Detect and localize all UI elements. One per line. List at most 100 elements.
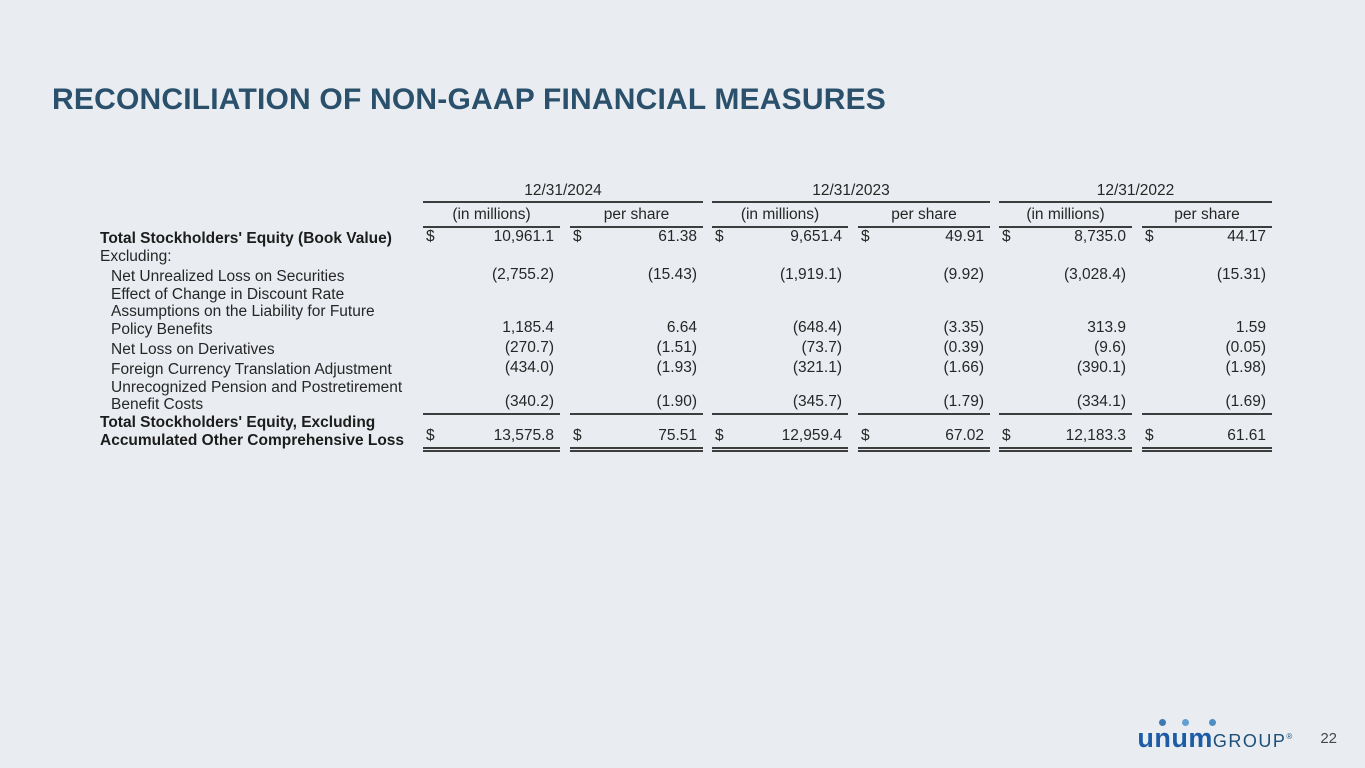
logo-dot-icon bbox=[1159, 719, 1167, 726]
value-text: 61.61 bbox=[1227, 426, 1266, 444]
currency-symbol: $ bbox=[1002, 228, 1011, 245]
value-cell: (9.6) bbox=[999, 339, 1132, 359]
value-text: 75.51 bbox=[658, 426, 697, 444]
value-text: (1.69) bbox=[1225, 392, 1267, 410]
row-label: Foreign Currency Translation Adjustment bbox=[111, 360, 392, 378]
column-gap bbox=[990, 286, 999, 339]
column-gap bbox=[703, 339, 712, 359]
column-header: (in millions) bbox=[423, 202, 560, 228]
value-text: (15.31) bbox=[1216, 265, 1266, 283]
value-cell: (73.7) bbox=[712, 339, 848, 359]
value-cell bbox=[1142, 248, 1272, 266]
value-text: (390.1) bbox=[1076, 358, 1126, 376]
row-label: Net Unrealized Loss on Securities bbox=[111, 268, 345, 285]
value-text: (73.7) bbox=[801, 338, 843, 356]
column-gap bbox=[990, 339, 999, 359]
slide-footer: unum GROUP ® 22 bbox=[1137, 719, 1337, 752]
value-cell: (15.43) bbox=[570, 266, 703, 286]
value-cell: $13,575.8 bbox=[423, 413, 560, 452]
value-cell: (345.7) bbox=[712, 378, 848, 415]
column-gap bbox=[703, 359, 712, 379]
column-gap bbox=[990, 227, 999, 248]
column-gap bbox=[560, 266, 570, 286]
value-cell: 6.64 bbox=[570, 286, 703, 339]
column-gap bbox=[703, 286, 712, 339]
currency-symbol: $ bbox=[573, 426, 582, 444]
column-gap bbox=[703, 379, 712, 414]
table-row: Effect of Change in Discount Rate Assump… bbox=[100, 286, 1272, 339]
value-text: 313.9 bbox=[1087, 318, 1126, 336]
date-header: 12/31/2022 bbox=[999, 182, 1272, 203]
column-gap bbox=[560, 339, 570, 359]
value-cell: (321.1) bbox=[712, 359, 848, 379]
row-label: Effect of Change in Discount Rate Assump… bbox=[111, 285, 375, 338]
value-cell: (15.31) bbox=[1142, 266, 1272, 286]
logo-dot-icon bbox=[1209, 719, 1217, 726]
currency-symbol: $ bbox=[715, 228, 724, 245]
value-cell: (1.93) bbox=[570, 359, 703, 379]
value-cell bbox=[858, 248, 990, 266]
table-row: Excluding: bbox=[100, 248, 1272, 266]
value-text: (15.43) bbox=[647, 265, 697, 283]
column-gap bbox=[990, 266, 999, 286]
value-cell: $75.51 bbox=[570, 413, 703, 452]
value-cell: $61.61 bbox=[1142, 413, 1272, 452]
value-text: 67.02 bbox=[945, 426, 984, 444]
value-cell: 313.9 bbox=[999, 286, 1132, 339]
column-gap bbox=[415, 266, 423, 286]
value-text: (648.4) bbox=[792, 318, 842, 336]
value-text: (434.0) bbox=[504, 358, 554, 376]
value-text: (3,028.4) bbox=[1063, 265, 1126, 283]
column-gap bbox=[415, 227, 423, 248]
column-gap bbox=[415, 414, 423, 449]
column-gap bbox=[703, 266, 712, 286]
value-text: (3.35) bbox=[943, 318, 985, 336]
value-text: 61.38 bbox=[658, 228, 697, 245]
column-gap bbox=[415, 339, 423, 359]
column-gap bbox=[990, 359, 999, 379]
value-cell: (1,919.1) bbox=[712, 266, 848, 286]
value-cell: (340.2) bbox=[423, 378, 560, 415]
column-gap bbox=[848, 379, 858, 414]
column-gap bbox=[560, 227, 570, 248]
column-gap bbox=[848, 227, 858, 248]
page-number: 22 bbox=[1320, 730, 1337, 747]
row-label: Excluding: bbox=[100, 248, 172, 265]
value-cell bbox=[999, 248, 1132, 266]
column-gap bbox=[560, 359, 570, 379]
value-cell: $67.02 bbox=[858, 413, 990, 452]
column-gap bbox=[1132, 227, 1142, 248]
currency-symbol: $ bbox=[573, 228, 582, 245]
column-gap bbox=[560, 286, 570, 339]
value-cell: (334.1) bbox=[999, 378, 1132, 415]
column-gap bbox=[703, 414, 712, 449]
column-gap bbox=[1132, 248, 1142, 266]
value-text: (270.7) bbox=[504, 338, 554, 356]
value-cell: (270.7) bbox=[423, 339, 560, 359]
value-text: 6.64 bbox=[666, 318, 697, 336]
value-text: 13,575.8 bbox=[493, 426, 554, 444]
column-gap bbox=[1132, 379, 1142, 414]
currency-symbol: $ bbox=[1002, 426, 1011, 444]
value-text: (321.1) bbox=[792, 358, 842, 376]
column-header: per share bbox=[858, 202, 990, 228]
value-text: (1.90) bbox=[656, 392, 698, 410]
currency-symbol: $ bbox=[861, 426, 870, 444]
currency-symbol: $ bbox=[426, 426, 435, 444]
value-text: 1.59 bbox=[1235, 318, 1266, 336]
value-cell: (1.90) bbox=[570, 378, 703, 415]
table-row: Net Loss on Derivatives (270.7) (1.51) (73.… bbox=[100, 339, 1272, 359]
value-cell: 1,185.4 bbox=[423, 286, 560, 339]
value-text: 49.91 bbox=[945, 228, 984, 245]
value-cell: $12,959.4 bbox=[712, 413, 848, 452]
value-text: (345.7) bbox=[792, 392, 842, 410]
column-header: (in millions) bbox=[999, 202, 1132, 228]
value-text: 8,735.0 bbox=[1074, 228, 1126, 245]
table-row: Total Stockholders' Equity, Excluding Ac… bbox=[100, 413, 1272, 452]
row-label: Net Loss on Derivatives bbox=[111, 340, 275, 358]
row-label: Unrecognized Pension and Postretirement … bbox=[111, 378, 403, 414]
value-text: (9.6) bbox=[1094, 338, 1126, 356]
value-cell: (648.4) bbox=[712, 286, 848, 339]
value-text: (0.05) bbox=[1225, 338, 1267, 356]
column-gap bbox=[703, 227, 712, 248]
